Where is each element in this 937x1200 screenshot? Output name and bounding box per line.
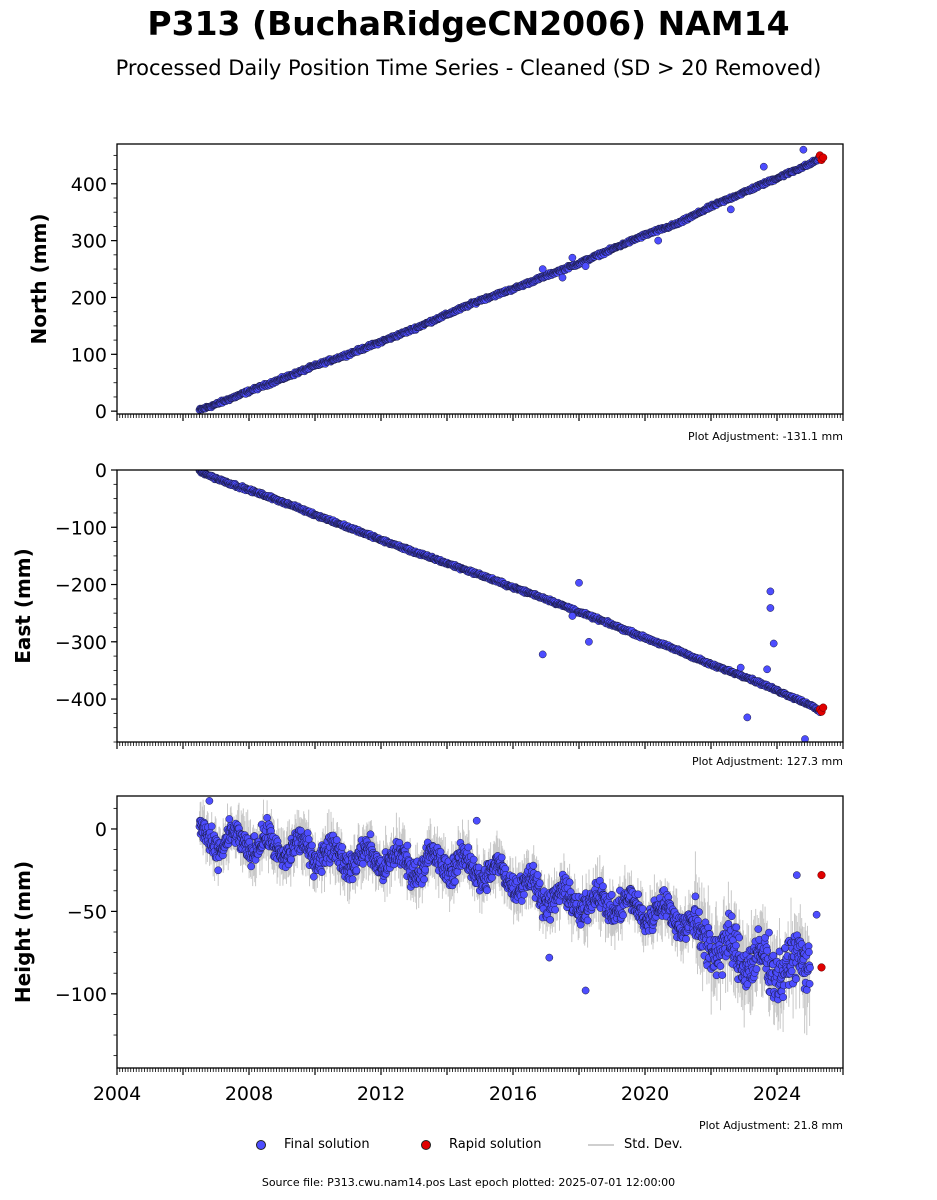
final-point-outlier xyxy=(799,145,808,154)
final-point-outlier xyxy=(558,273,567,282)
y-tick-label: 100 xyxy=(71,344,107,366)
final-point xyxy=(225,815,234,823)
rapid-point xyxy=(819,153,828,162)
rapid-solution-points xyxy=(815,151,828,164)
plot-area xyxy=(195,797,826,1036)
final-point-outlier xyxy=(766,587,775,596)
chart-subtitle: Processed Daily Position Time Series - C… xyxy=(115,56,822,80)
final-point-outlier xyxy=(769,639,778,648)
final-point-outlier xyxy=(801,735,809,742)
final-point-outlier xyxy=(538,265,547,273)
final-point xyxy=(207,822,216,831)
y-tick-label: 200 xyxy=(71,287,107,309)
rapid-solution-points xyxy=(815,703,828,716)
final-point xyxy=(366,830,375,839)
final-point-outlier xyxy=(726,205,735,214)
final-point-outlier xyxy=(736,663,745,672)
final-point-outlier xyxy=(568,612,577,620)
y-tick-label: 400 xyxy=(71,174,107,196)
final-point-outlier xyxy=(743,713,752,722)
final-point xyxy=(338,843,347,851)
final-point xyxy=(214,866,223,875)
final-point xyxy=(308,841,316,850)
plot-frame xyxy=(116,469,844,743)
final-point-outlier xyxy=(759,162,768,171)
plot-area xyxy=(195,470,828,742)
y-tick-label: 300 xyxy=(71,231,107,253)
plot-adjustment: Plot Adjustment: -131.1 mm xyxy=(688,430,843,443)
final-point-outlier xyxy=(568,253,577,262)
final-point-outlier xyxy=(585,637,593,646)
y-tick-label: −300 xyxy=(55,632,107,654)
plot-adjustment: Plot Adjustment: 127.3 mm xyxy=(692,755,843,768)
final-point xyxy=(317,868,326,876)
chart-title: P313 (BuchaRidgeCN2006) NAM14 xyxy=(147,4,790,43)
final-point-outlier xyxy=(581,262,590,271)
final-point xyxy=(359,859,367,868)
final-solution-points xyxy=(195,470,824,742)
final-point xyxy=(287,855,295,864)
final-solution-points xyxy=(195,145,824,414)
panel-1: 0 100 200 300 400 North (mm) Plot Adjustment: … xyxy=(27,143,844,443)
final-point xyxy=(332,836,341,844)
final-point-outlier xyxy=(538,650,547,659)
final-point xyxy=(247,862,256,871)
y-axis-label: East (mm) xyxy=(11,548,35,664)
final-point-outlier xyxy=(654,236,663,245)
y-axis-label: North (mm) xyxy=(27,213,51,344)
final-point-outlier xyxy=(766,604,775,612)
final-point xyxy=(348,875,357,884)
y-tick-label: 0 xyxy=(95,460,107,482)
y-tick-label: −400 xyxy=(55,689,107,711)
rapid-point xyxy=(819,703,828,712)
final-point xyxy=(263,813,271,822)
y-tick-label: −200 xyxy=(55,575,107,597)
final-point xyxy=(309,872,318,881)
final-point-outlier xyxy=(575,578,583,587)
panel-2: 0 −100 −200 −300 −400 East (mm) Plot Adjustmen… xyxy=(11,460,844,768)
final-point xyxy=(304,835,313,844)
final-solution-points xyxy=(195,797,821,1004)
final-point xyxy=(352,866,361,875)
y-tick-label: 0 xyxy=(95,401,107,423)
final-point-outlier xyxy=(763,665,771,674)
plot-frame xyxy=(116,143,844,415)
plot-area xyxy=(195,145,828,414)
y-tick-label: −100 xyxy=(55,517,107,539)
